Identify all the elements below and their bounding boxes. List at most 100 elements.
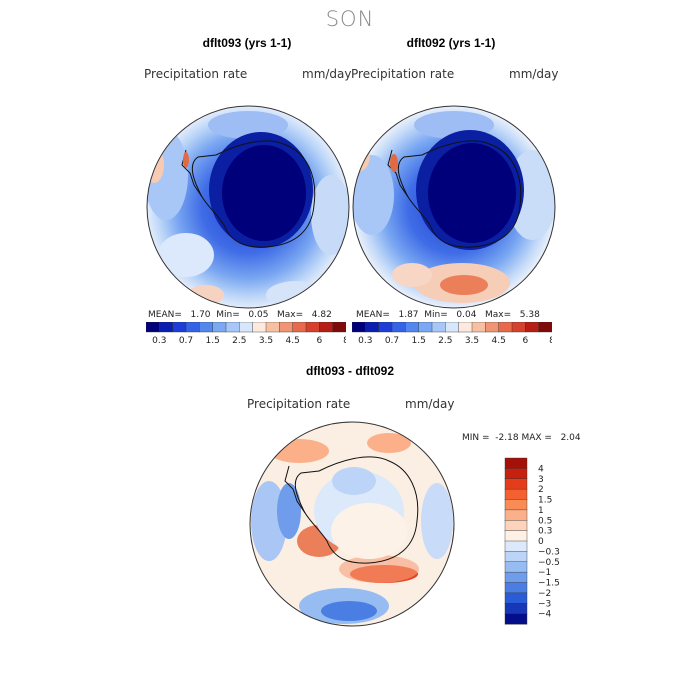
- panel-2-colorbar-cell: [405, 322, 420, 333]
- panel-2-stats: MEAN= 1.87 Min= 0.04 Max= 5.38: [356, 310, 540, 320]
- panel-2-colorbar-cell: [352, 322, 366, 333]
- diff-colorbar-label: −3: [538, 599, 551, 609]
- diff-colorbar-label: 1: [538, 506, 544, 516]
- panel-1-colorbar-cell: [305, 322, 320, 333]
- panel-2-variable-label: Precipitation rate: [351, 67, 455, 81]
- panel-1-stats: MEAN= 1.70 Min= 0.05 Max= 4.82: [148, 310, 332, 320]
- panel-1-max-value: 4.82: [311, 310, 332, 320]
- panel-1-mean-label: MEAN=: [148, 310, 182, 320]
- panel-1-colorbar-cell: [332, 322, 346, 333]
- diff-colorbar-cell: [504, 488, 528, 501]
- panel-2-colorbar-tick-label: 2.5: [438, 336, 452, 344]
- panel-2-colorbar-cell: [471, 322, 486, 333]
- panel-2-colorbar-cell: [498, 322, 513, 333]
- diff-panel-variable-label: Precipitation rate: [247, 397, 351, 411]
- panel-1-min-value: 0.05: [248, 310, 269, 320]
- diff-colorbar-label: 0.3: [538, 527, 552, 537]
- panel-2-units-label: mm/day: [509, 67, 559, 81]
- diff-colorbar-label: 2: [538, 485, 544, 495]
- panel-1-max-label: Max=: [277, 310, 304, 320]
- panel-2-max-value: 5.38: [519, 310, 540, 320]
- diff-panel-units-label: mm/day: [405, 397, 455, 411]
- diff-panel-title: dflt093 - dflt092: [305, 364, 395, 378]
- diff-colorbar-cell: [504, 540, 528, 552]
- diff-max-value: 2.04: [560, 433, 581, 443]
- diff-colorbar-cell: [504, 582, 528, 594]
- panel-1-colorbar-cell: [146, 322, 160, 333]
- panel-2-colorbar-tick-label: 0.3: [358, 336, 372, 344]
- diff-colorbar-label: −2: [538, 589, 551, 599]
- figure-title: SON: [325, 7, 375, 31]
- panel-2-colorbar-cell: [511, 322, 526, 333]
- panel-2-polar-map: [352, 105, 556, 309]
- panel-2-colorbar-tick-label: 0.7: [385, 336, 399, 344]
- panel-2-colorbar-tick-label: 1.5: [412, 336, 426, 344]
- panel-2-colorbar-cell: [485, 322, 500, 333]
- diff-colorbar-cell: [504, 530, 528, 542]
- diff-colorbar-cell: [504, 571, 528, 584]
- panel-1-colorbar-cell: [292, 322, 307, 333]
- panel-2-colorbar-cell: [538, 322, 552, 333]
- panel-1-title: dflt093 (yrs 1-1): [202, 36, 292, 50]
- panel-1-colorbar-cell: [225, 322, 240, 333]
- diff-colorbar-label: 4: [538, 464, 544, 474]
- panel-2-colorbar-tick-label: 6: [522, 336, 528, 344]
- diff-colorbar-label: 3: [538, 475, 544, 485]
- panel-2-colorbar-cell: [378, 322, 393, 333]
- panel-2-min-value: 0.04: [456, 310, 477, 320]
- diff-colorbar-label: −1.5: [538, 579, 560, 589]
- diff-colorbar-cell: [504, 592, 528, 604]
- panel-2-colorbar-cell: [525, 322, 540, 333]
- diff-colorbar-label: −0.5: [538, 558, 560, 568]
- panel-2-colorbar-cell: [458, 322, 473, 333]
- panel-2-colorbar: 0.3 0.7 1.5 2.5 3.5 4.5 6 8: [352, 322, 552, 344]
- diff-colorbar-label: −1: [538, 568, 551, 578]
- panel-1-colorbar-cell: [279, 322, 294, 333]
- diff-panel-polar-map: [249, 421, 455, 627]
- panel-2-colorbar-tick-label: 3.5: [465, 336, 479, 344]
- panel-1-colorbar-cell: [265, 322, 280, 333]
- panel-2-max-label: Max=: [485, 310, 512, 320]
- panel-1-colorbar: 0.3 0.7 1.5 2.5 3.5 4.5 6 8: [146, 322, 346, 344]
- diff-colorbar-cell: [504, 478, 528, 490]
- diff-colorbar-cell: [504, 457, 528, 469]
- panel-1-colorbar-tick-label: 6: [316, 336, 322, 344]
- panel-1-colorbar-tick-label: 3.5: [259, 336, 273, 344]
- panel-2-colorbar-cell: [431, 322, 446, 333]
- panel-1-colorbar-cell: [319, 322, 334, 333]
- panel-1-colorbar-tick-label: 4.5: [286, 336, 300, 344]
- panel-1-colorbar-tick-label: 1.5: [206, 336, 220, 344]
- diff-min-value: -2.18: [495, 433, 519, 443]
- panel-1-colorbar-cell: [172, 322, 187, 333]
- panel-2-colorbar-cell: [418, 322, 433, 333]
- panel-1-colorbar-cell: [239, 322, 254, 333]
- diff-min-label: MIN =: [462, 433, 490, 443]
- panel-1-colorbar-tick-label: 8: [343, 336, 346, 344]
- diff-colorbar-label: −4: [538, 610, 552, 620]
- panel-1-colorbar-tick-label: 0.3: [152, 336, 166, 344]
- diff-colorbar-cell: [504, 551, 528, 563]
- diff-colorbar-label: 1.5: [538, 496, 552, 506]
- panel-2-colorbar-tick-label: 8: [549, 336, 552, 344]
- panel-1-min-label: Min=: [216, 310, 240, 320]
- panel-1-colorbar-tick-label: 2.5: [232, 336, 246, 344]
- panel-1-mean-value: 1.70: [190, 310, 211, 320]
- panel-1-colorbar-cell: [212, 322, 227, 333]
- panel-2-title: dflt092 (yrs 1-1): [406, 36, 496, 50]
- panel-2-min-label: Min=: [424, 310, 448, 320]
- diff-max-label: MAX =: [521, 433, 552, 443]
- panel-1-variable-label: Precipitation rate: [144, 67, 248, 81]
- diff-colorbar-cell: [504, 499, 528, 511]
- panel-1-colorbar-cell: [252, 322, 267, 333]
- diff-colorbar-cell: [504, 603, 528, 615]
- panel-2-mean-label: MEAN=: [356, 310, 390, 320]
- diff-colorbar-label: −0.3: [538, 547, 560, 557]
- diff-panel-stats: MIN = -2.18 MAX = 2.04: [462, 433, 581, 443]
- panel-2-colorbar-cell: [365, 322, 380, 333]
- panel-1-colorbar-tick-label: 0.7: [179, 336, 193, 344]
- panel-1-colorbar-cell: [159, 322, 174, 333]
- panel-2-colorbar-tick-label: 4.5: [492, 336, 506, 344]
- panel-2-colorbar-cell: [445, 322, 460, 333]
- panel-2-mean-value: 1.87: [398, 310, 419, 320]
